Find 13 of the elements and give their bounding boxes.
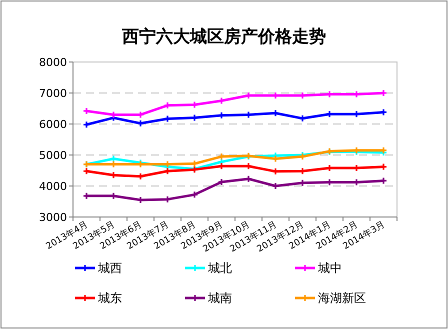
y-tick-label: 4000 — [39, 180, 67, 193]
legend-label: 城南 — [207, 291, 232, 306]
legend-label: 城中 — [317, 261, 342, 276]
y-tick-label: 7000 — [39, 86, 67, 100]
legend-label: 城北 — [207, 261, 232, 276]
legend-label: 城西 — [97, 261, 122, 276]
y-tick-label: 5000 — [39, 148, 67, 162]
y-tick-label: 6000 — [39, 118, 67, 131]
legend-label: 城东 — [97, 291, 122, 306]
chart-title: 西宁六大城区房产价格走势 — [121, 27, 326, 47]
legend-label: 海湖新区 — [318, 291, 366, 306]
y-tick-label: 8000 — [39, 56, 67, 69]
y-tick-label: 3000 — [39, 210, 67, 224]
